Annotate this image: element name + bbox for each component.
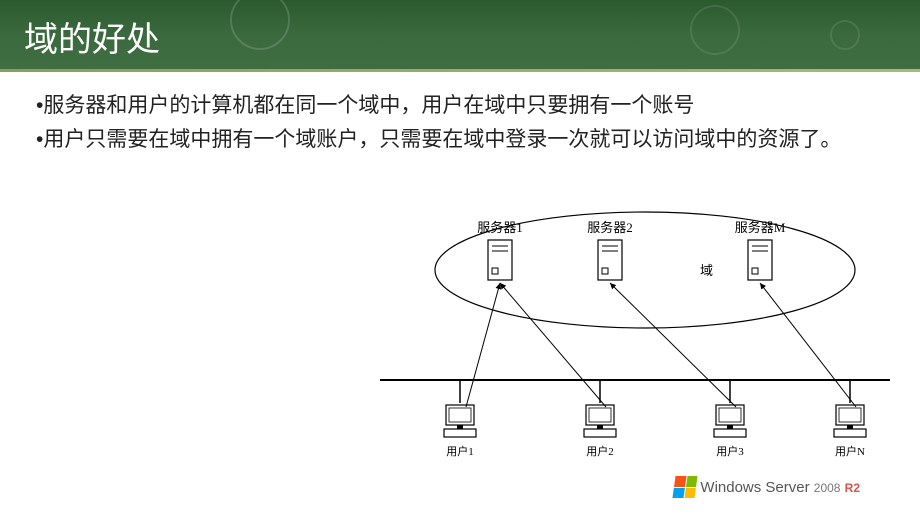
footer-suffix: R2 — [845, 481, 860, 495]
slide-header: 域的好处 — [0, 0, 920, 72]
user-label: 用户N — [835, 444, 865, 458]
footer-brand: Windows Server — [700, 479, 809, 496]
page-title: 域的好处 — [24, 12, 160, 61]
header-underline — [0, 69, 920, 72]
user-label: 用户1 — [446, 444, 474, 458]
user-label: 用户2 — [586, 444, 614, 458]
server-label: 服务器M — [735, 220, 786, 235]
footer-year: 2008 — [814, 481, 841, 495]
user-base — [714, 429, 746, 437]
footer-logo: Windows Server 2008 R2 — [674, 476, 860, 498]
flag-tile — [674, 476, 686, 487]
server-label: 服务器2 — [587, 220, 633, 235]
header-decoration — [830, 20, 860, 50]
user-base — [444, 429, 476, 437]
header-decoration — [230, 0, 290, 50]
flag-tile — [684, 488, 696, 499]
content-area: •服务器和用户的计算机都在同一个域中，用户在域中只要拥有一个账号 •用户只需要在… — [0, 72, 920, 155]
user-base — [584, 429, 616, 437]
bullet-item: •用户只需要在域中拥有一个域账户，只需要在域中登录一次就可以访问域中的资源了。 — [36, 124, 884, 156]
access-arrow — [500, 283, 606, 407]
network-diagram: 域 服务器1 服务器2 服务器M 用户1 用户2 用户3 用户N — [380, 200, 890, 460]
windows-flag-icon — [673, 476, 698, 498]
footer-text: Windows Server 2008 R2 — [700, 479, 860, 496]
access-arrow — [466, 283, 500, 407]
diagram-svg: 域 服务器1 服务器2 服务器M 用户1 用户2 用户3 用户N — [380, 200, 890, 460]
bullet-item: •服务器和用户的计算机都在同一个域中，用户在域中只要拥有一个账号 — [36, 90, 884, 122]
user-base — [834, 429, 866, 437]
flag-tile — [673, 488, 685, 499]
access-arrow — [610, 283, 736, 407]
flag-tile — [686, 476, 698, 487]
header-decoration — [690, 5, 740, 55]
user-label: 用户3 — [716, 444, 744, 458]
access-arrow — [760, 283, 856, 407]
server-label: 服务器1 — [477, 220, 523, 235]
domain-label: 域 — [700, 263, 713, 278]
